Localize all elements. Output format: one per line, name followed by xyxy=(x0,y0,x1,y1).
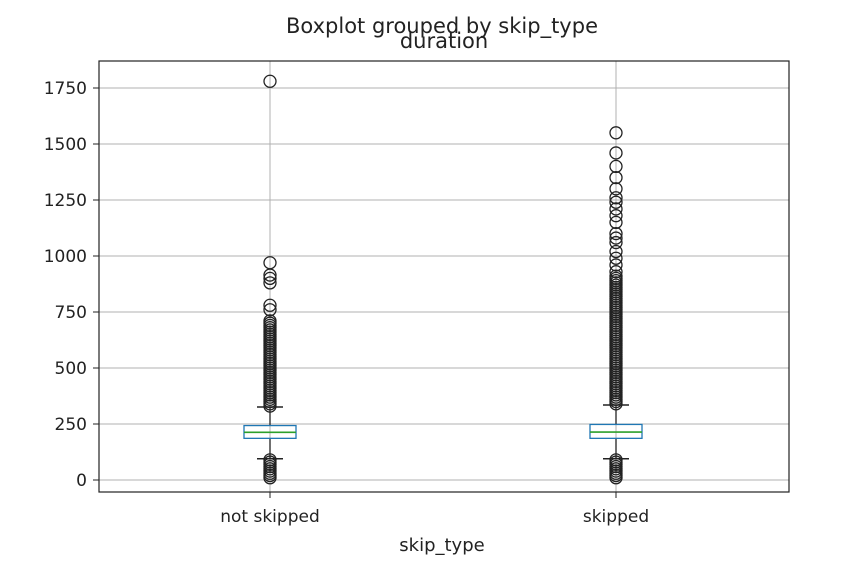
y-tick-label: 250 xyxy=(55,415,87,435)
x-tick-label: skipped xyxy=(583,507,649,527)
chart-title: duration xyxy=(400,29,488,53)
outlier-point xyxy=(609,159,623,174)
y-axis-ticks: 0 250 500 750 1000 1250 1500 1750 xyxy=(44,79,99,491)
box-group xyxy=(243,74,643,485)
outlier-point xyxy=(609,258,623,272)
outlier-point xyxy=(609,231,623,245)
y-tick-label: 1750 xyxy=(44,79,87,99)
y-tick-label: 0 xyxy=(76,471,87,491)
outlier-point xyxy=(263,314,277,328)
grid-lines xyxy=(99,61,789,492)
outlier-point xyxy=(263,276,277,290)
outlier-point xyxy=(263,298,277,312)
outlier-point xyxy=(609,209,623,223)
outlier-point xyxy=(609,251,623,265)
chart-suptitle: Boxplot grouped by skip_type xyxy=(286,14,598,39)
outlier-point xyxy=(609,215,623,230)
outlier-point xyxy=(609,195,623,209)
y-tick-label: 1000 xyxy=(44,247,87,267)
outlier-point xyxy=(609,170,623,185)
y-tick-label: 1250 xyxy=(44,191,87,211)
outlier-point xyxy=(609,453,623,467)
x-tick-label: not skipped xyxy=(220,507,320,527)
outlier-point xyxy=(263,256,277,270)
outlier-point xyxy=(609,265,623,279)
outlier-point xyxy=(609,235,623,250)
outlier-point xyxy=(263,74,277,88)
y-tick-label: 500 xyxy=(55,359,87,379)
outlier-point xyxy=(609,146,623,160)
outlier-point xyxy=(609,269,623,283)
y-tick-label: 1500 xyxy=(44,135,87,155)
y-tick-label: 750 xyxy=(55,303,87,323)
outlier-point xyxy=(609,126,623,140)
outlier-point xyxy=(609,202,623,216)
outlier-point xyxy=(609,182,623,196)
x-axis-label: skip_type xyxy=(399,535,484,556)
plot-frame xyxy=(98,60,790,493)
outlier-point xyxy=(609,244,623,259)
outlier-point xyxy=(263,303,277,317)
outlier-point xyxy=(263,453,277,467)
x-axis-ticks: not skipped skipped xyxy=(220,492,649,527)
outlier-point xyxy=(609,226,623,241)
outlier-point xyxy=(263,271,277,286)
outlier-point xyxy=(609,191,623,205)
